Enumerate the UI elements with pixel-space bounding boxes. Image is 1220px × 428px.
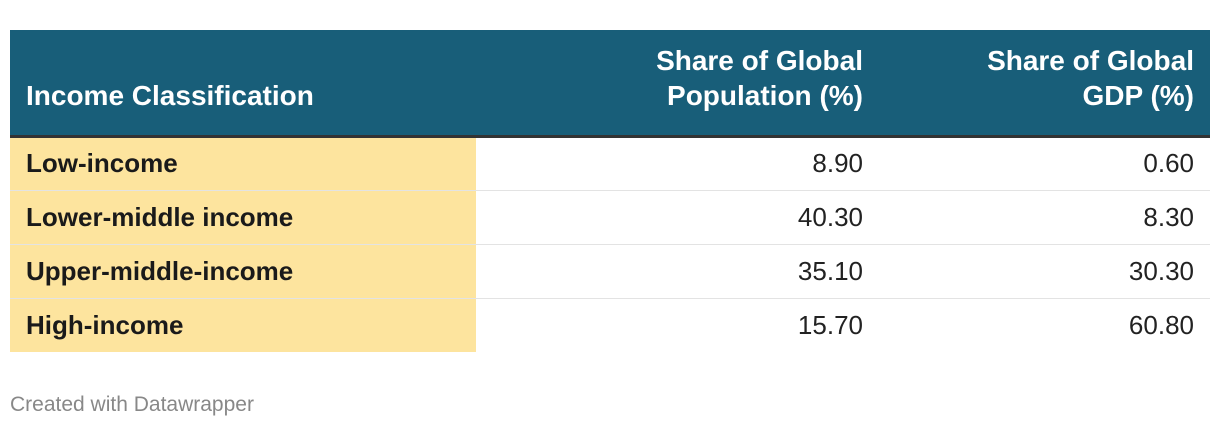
header-income-classification[interactable]: Income Classification (10, 30, 476, 138)
datawrapper-credit[interactable]: Created with Datawrapper (10, 393, 254, 416)
table-row: Low-income 8.90 0.60 (10, 136, 1210, 191)
row-label: Low-income (10, 136, 476, 191)
table-header-row: Income Classification Share of Global Po… (10, 30, 1210, 138)
header-line: GDP (%) (1082, 79, 1195, 111)
row-label: High-income (10, 298, 476, 352)
table-row: Lower-middle income 40.30 8.30 (10, 190, 1210, 245)
header-line: Share of Global (987, 44, 1194, 76)
row-label: Upper-middle-income (10, 244, 476, 299)
table-row: High-income 15.70 60.80 (10, 298, 1210, 352)
header-population-share[interactable]: Share of Global Population (%) (476, 30, 879, 138)
population-cell: 15.70 (797, 309, 863, 340)
population-cell: 8.90 (476, 136, 879, 191)
population-cell: 35.10 (476, 244, 879, 299)
gdp-cell: 60.80 (1128, 309, 1194, 340)
data-table-container: Income Classification Share of Global Po… (10, 30, 1210, 352)
row-label: Lower-middle income (10, 190, 476, 245)
income-table: Income Classification Share of Global Po… (10, 30, 1210, 352)
population-cell: 40.30 (476, 190, 879, 245)
gdp-cell: 0.60 (879, 136, 1210, 191)
gdp-cell: 8.30 (879, 190, 1210, 245)
header-line: Share of Global (656, 44, 863, 76)
header-line: Income Classification (26, 79, 314, 111)
header-line: Population (%) (667, 79, 863, 111)
gdp-cell: 30.30 (879, 244, 1210, 299)
table-row: Upper-middle-income 35.10 30.30 (10, 244, 1210, 299)
header-gdp-share[interactable]: Share of Global GDP (%) (879, 30, 1210, 138)
